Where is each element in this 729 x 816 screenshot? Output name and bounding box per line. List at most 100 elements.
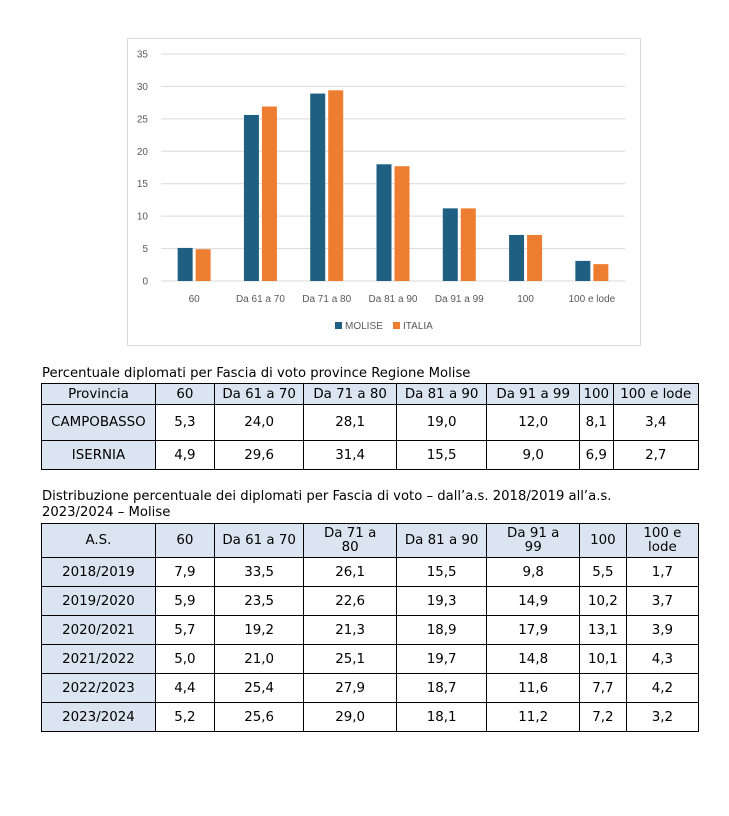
bar-italia xyxy=(460,208,476,281)
table2-header-cell: 100 e lode xyxy=(625,523,700,558)
table2-cell: 22,6 xyxy=(303,586,397,616)
table2-cell: 10,1 xyxy=(578,644,627,674)
table2-header-cell: 60 xyxy=(154,523,215,558)
table2-cell: 18,7 xyxy=(395,673,488,703)
table2-cell: 11,2 xyxy=(486,702,580,732)
table2-row-label: 2023/2024 xyxy=(41,702,156,732)
table2-cell: 26,1 xyxy=(303,557,397,587)
table2-row-label: 2018/2019 xyxy=(41,557,156,587)
table2-cell: 7,7 xyxy=(578,673,627,703)
table2-cell: 5,9 xyxy=(154,586,215,616)
table2-cell: 3,7 xyxy=(625,586,700,616)
table2-caption-line2: 2023/2024 – Molise xyxy=(42,505,171,520)
table2-cell: 18,1 xyxy=(395,702,488,732)
table2-cell: 5,7 xyxy=(154,615,215,645)
table2-row-label: 2020/2021 xyxy=(41,615,156,645)
y-tick-label: 0 xyxy=(142,277,148,288)
bar-molise xyxy=(442,208,458,281)
table1-row-label: CAMPOBASSO xyxy=(41,404,156,441)
y-tick-label: 30 xyxy=(137,82,149,93)
table2-cell: 5,2 xyxy=(154,702,215,732)
table1-cell: 6,9 xyxy=(578,440,614,470)
table1-cell: 31,4 xyxy=(303,440,397,470)
bar-italia xyxy=(394,166,410,281)
table2-cell: 14,9 xyxy=(486,586,580,616)
table1-cell: 9,0 xyxy=(486,440,580,470)
table1-cell: 4,9 xyxy=(154,440,215,470)
x-tick-label: Da 81 a 90 xyxy=(369,294,418,305)
table2-cell: 5,0 xyxy=(154,644,215,674)
table2-header-cell: Da 81 a 90 xyxy=(395,523,488,558)
x-tick-label: 100 xyxy=(517,294,534,305)
table2-row: 2023/2024 5,2 25,6 29,0 18,1 11,2 7,2 3,2 xyxy=(41,702,700,732)
table2-header-cell: A.S. xyxy=(41,523,156,558)
table1-cell: 12,0 xyxy=(486,404,580,441)
table2-cell: 7,2 xyxy=(578,702,627,732)
table2-cell: 10,2 xyxy=(578,586,627,616)
bar-molise xyxy=(509,234,525,281)
table2-cell: 19,7 xyxy=(395,644,488,674)
bar-italia xyxy=(261,106,277,281)
table2-row: 2019/2020 5,9 23,5 22,6 19,3 14,9 10,2 3,7 xyxy=(41,586,700,616)
table2-cell: 29,0 xyxy=(303,702,397,732)
y-tick-label: 25 xyxy=(137,114,149,125)
legend-swatch-molise xyxy=(335,322,342,329)
table2-cell: 4,3 xyxy=(625,644,700,674)
table1-row-label: ISERNIA xyxy=(41,440,156,470)
legend-label-molise: MOLISE xyxy=(345,321,383,332)
table1-header-cell: Da 91 a 99 xyxy=(486,383,580,405)
table1-header-cell: 100 xyxy=(578,383,614,405)
table2-header-cell: Da 71 a 80 xyxy=(303,523,397,558)
table2-cell: 23,5 xyxy=(213,586,305,616)
table2-row: 2018/2019 7,9 33,5 26,1 15,5 9,8 5,5 1,7 xyxy=(41,557,700,587)
bar-molise xyxy=(376,164,392,281)
table2-cell: 14,8 xyxy=(486,644,580,674)
table2-cell: 3,2 xyxy=(625,702,700,732)
bar-italia xyxy=(593,264,609,281)
table2-cell: 25,6 xyxy=(213,702,305,732)
table2-header-cell: Da 91 a 99 xyxy=(486,523,580,558)
table2-cell: 33,5 xyxy=(213,557,305,587)
x-tick-label: Da 71 a 80 xyxy=(302,294,351,305)
y-tick-label: 20 xyxy=(137,147,149,158)
table2-cell: 21,0 xyxy=(213,644,305,674)
bar-italia xyxy=(527,234,543,281)
table1-cell: 15,5 xyxy=(395,440,488,470)
table2-row: 2021/2022 5,0 21,0 25,1 19,7 14,8 10,1 4,3 xyxy=(41,644,700,674)
table2-caption-line1: Distribuzione percentuale dei diplomati … xyxy=(42,489,612,504)
table1-cell: 5,3 xyxy=(154,404,215,441)
table2-row-label: 2022/2023 xyxy=(41,673,156,703)
province-table: Provincia 60 Da 61 a 70 Da 71 a 80 Da 81… xyxy=(41,383,700,470)
bar-chart: 0 5 10 15 20 25 30 35 60 Da 61 a 70 Da 71 a 80 Da 8… xyxy=(127,38,641,346)
table2-cell: 27,9 xyxy=(303,673,397,703)
table1-header-cell: Da 81 a 90 xyxy=(395,383,488,405)
table2-header-row: A.S. 60 Da 61 a 70 Da 71 a 80 Da 81 a 90 Da 91… xyxy=(41,523,700,558)
table1-header-cell: 60 xyxy=(154,383,215,405)
table2-header-cell: Da 61 a 70 xyxy=(213,523,305,558)
table2-cell: 4,2 xyxy=(625,673,700,703)
table2-cell: 25,4 xyxy=(213,673,305,703)
table1-cell: 28,1 xyxy=(303,404,397,441)
table2-cell: 5,5 xyxy=(578,557,627,587)
chart-canvas: 0 5 10 15 20 25 30 35 60 Da 61 a 70 Da 71 a 80 Da 8… xyxy=(137,50,625,332)
table2-cell: 19,3 xyxy=(395,586,488,616)
table2-cell: 11,6 xyxy=(486,673,580,703)
table1-cell: 3,4 xyxy=(612,404,700,441)
legend-swatch-italia xyxy=(393,322,400,329)
table1-cell: 29,6 xyxy=(213,440,305,470)
bar-italia xyxy=(328,90,344,281)
table2-cell: 17,9 xyxy=(486,615,580,645)
table2-row: 2022/2023 4,4 25,4 27,9 18,7 11,6 7,7 4,2 xyxy=(41,673,700,703)
table1-header-cell: Provincia xyxy=(41,383,156,405)
table2-row: 2020/2021 5,7 19,2 21,3 18,9 17,9 13,1 3,9 xyxy=(41,615,700,645)
bar-molise xyxy=(310,93,326,281)
y-tick-label: 10 xyxy=(137,212,149,223)
table1-header-row: Provincia 60 Da 61 a 70 Da 71 a 80 Da 81… xyxy=(41,383,700,405)
table2-cell: 21,3 xyxy=(303,615,397,645)
yearly-table: A.S. 60 Da 61 a 70 Da 71 a 80 Da 81 a 90 Da 91… xyxy=(41,523,700,732)
y-tick-label: 5 xyxy=(142,244,148,255)
bar-molise xyxy=(575,260,591,281)
table1-header-cell: Da 61 a 70 xyxy=(213,383,305,405)
x-tick-label: 100 e lode xyxy=(568,294,615,305)
table1-cell: 19,0 xyxy=(395,404,488,441)
